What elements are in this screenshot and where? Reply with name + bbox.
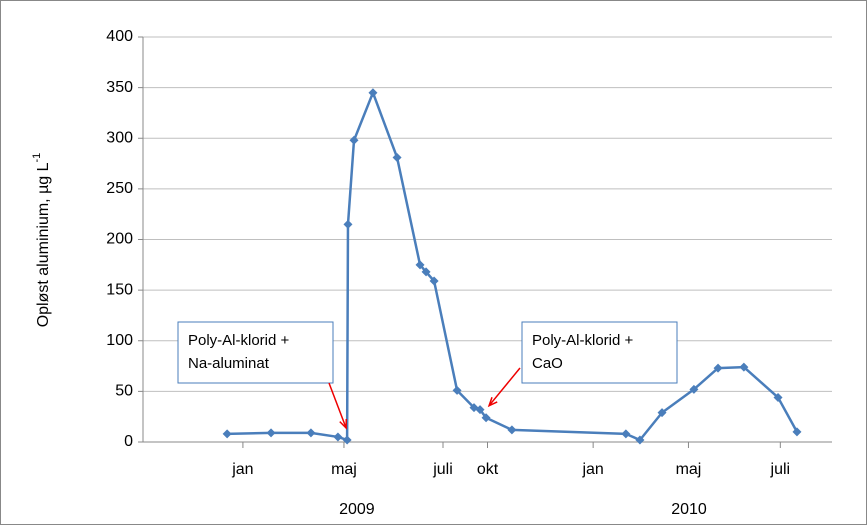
data-point (773, 392, 783, 402)
y-tick-label: 400 (106, 28, 133, 45)
data-point (415, 260, 425, 270)
y-tick-label: 350 (106, 79, 133, 96)
data-point (421, 267, 431, 277)
y-tick-label: 50 (115, 383, 133, 400)
data-point (222, 429, 232, 439)
data-point (621, 429, 631, 439)
annotation-box (521, 321, 678, 384)
x-tick-label: maj (331, 461, 357, 478)
data-point (475, 405, 485, 415)
y-tick-label: 300 (106, 129, 133, 146)
y-tick-label: 250 (106, 180, 133, 197)
data-point (739, 362, 749, 372)
annotation-text: Poly-Al-klorid + (188, 332, 290, 349)
x-tick-label: jan (581, 461, 603, 478)
x-tick-label: jan (231, 461, 253, 478)
y-tick-label: 200 (106, 231, 133, 248)
data-point (343, 219, 353, 229)
annotation-box (177, 321, 334, 384)
data-point (792, 427, 802, 437)
data-point (306, 428, 316, 438)
data-point (635, 435, 645, 445)
data-point (266, 428, 276, 438)
data-point (333, 432, 343, 442)
y-axis-label: Opløst aluminium, µg L-1 (31, 153, 52, 328)
data-point (349, 135, 359, 145)
data-point (342, 435, 352, 445)
x-tick-label: juli (432, 461, 453, 478)
data-point (392, 152, 402, 162)
y-tick-label: 0 (124, 433, 133, 450)
data-point (689, 384, 699, 394)
data-point (368, 88, 378, 98)
data-point (452, 385, 462, 395)
y-tick-label: 100 (106, 332, 133, 349)
arrow-head (339, 418, 348, 430)
annotation-text: Na-aluminat (188, 355, 270, 372)
annotation-arrow (328, 382, 347, 429)
data-point (507, 425, 517, 435)
annotation-text: Poly-Al-klorid + (532, 332, 634, 349)
data-point (657, 408, 667, 418)
arrow-head (487, 396, 498, 408)
data-point (429, 276, 439, 286)
annotation-arrow (488, 367, 521, 407)
x-tick-label: okt (477, 461, 499, 478)
x-tick-label: juli (770, 461, 791, 478)
annotation-text: CaO (532, 355, 563, 372)
x-group-label: 2010 (671, 501, 707, 518)
data-point (481, 413, 491, 423)
y-tick-label: 150 (106, 281, 133, 298)
data-point (713, 363, 723, 373)
x-group-label: 2009 (339, 501, 375, 518)
x-tick-label: maj (676, 461, 702, 478)
